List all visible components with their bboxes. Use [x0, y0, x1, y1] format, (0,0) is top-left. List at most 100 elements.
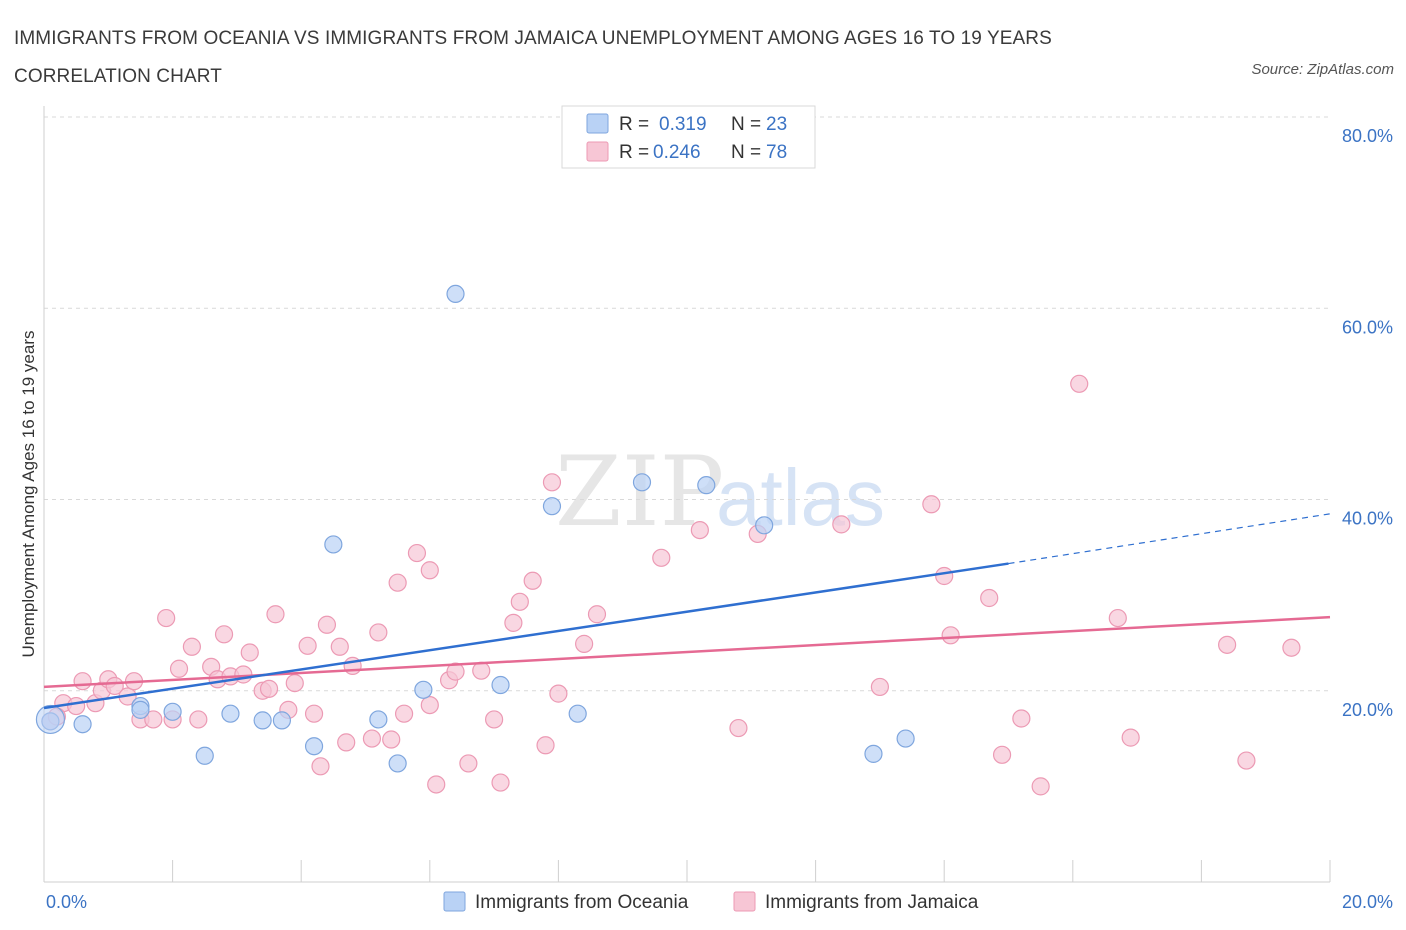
jamaica-point — [182, 637, 201, 656]
oceania-point — [131, 700, 150, 719]
series-oceania — [35, 284, 915, 773]
oceania-point — [632, 473, 652, 492]
jamaica-point — [67, 696, 86, 716]
cluster-point — [35, 704, 66, 735]
oceania-point — [388, 754, 407, 773]
jamaica-point — [690, 520, 709, 540]
jamaica-point — [1070, 374, 1089, 393]
jamaica-point — [169, 659, 189, 678]
jamaica-point — [536, 736, 555, 755]
oceania-point — [491, 675, 510, 695]
jamaica-point — [1108, 608, 1127, 628]
jamaica-point — [587, 605, 607, 624]
legend-n-value-oceania: 23 — [766, 114, 787, 135]
jamaica-point — [446, 662, 465, 681]
oceania-point — [896, 729, 915, 748]
legend-r-value-oceania: 0.319 — [659, 114, 707, 135]
oceania-point — [304, 737, 324, 756]
legend-r-value-jamaica: 0.246 — [653, 142, 701, 163]
bottom-legend-swatch-oceania — [443, 891, 466, 912]
jamaica-point — [485, 710, 504, 729]
jamaica-point — [1218, 635, 1237, 654]
jamaica-point — [369, 623, 388, 642]
oceania-point — [272, 711, 292, 730]
oceania-trend-line — [43, 562, 1009, 710]
jamaica-point — [388, 573, 407, 592]
y-axis-title: Unemployment Among Ages 16 to 19 years — [19, 331, 38, 658]
jamaica-point — [311, 757, 330, 776]
y-tick-labels: 20.0% 40.0% 60.0% 80.0% — [1342, 126, 1393, 720]
oceania-point — [324, 535, 343, 554]
oceania-point — [542, 497, 562, 516]
jamaica-point — [420, 561, 439, 580]
bottom-legend-label-oceania: Immigrants from Oceania — [475, 892, 689, 913]
jamaica-point — [214, 625, 234, 644]
oceania-point — [253, 711, 272, 730]
oceania-point — [163, 702, 182, 721]
jamaica-point — [523, 571, 542, 590]
jamaica-point — [394, 704, 414, 723]
legend-r-label-jamaica: R = — [619, 142, 649, 163]
jamaica-point — [330, 637, 349, 656]
gridlines — [44, 116, 1330, 692]
jamaica-point — [652, 548, 671, 567]
jamaica-point — [504, 613, 523, 632]
jamaica-point — [337, 733, 356, 752]
jamaica-point — [144, 710, 163, 729]
jamaica-point — [382, 730, 401, 749]
legend-swatch-jamaica — [586, 141, 609, 162]
jamaica-point — [870, 677, 890, 697]
y-tick-label-80: 80.0% — [1342, 126, 1393, 146]
jamaica-point — [234, 665, 253, 684]
legend-swatch-oceania — [586, 113, 609, 134]
jamaica-point — [285, 673, 304, 693]
bottom-legend-label-jamaica: Immigrants from Jamaica — [765, 892, 979, 913]
jamaica-point — [73, 672, 92, 691]
oceania-point — [195, 746, 214, 765]
y-tick-label-40: 40.0% — [1342, 509, 1393, 529]
jamaica-point — [922, 495, 941, 514]
y-tick-label-20: 20.0% — [1342, 700, 1393, 720]
jamaica-point — [298, 636, 317, 655]
oceania-point — [369, 710, 388, 729]
series-legend: Immigrants from Oceania Immigrants from … — [443, 891, 979, 913]
jamaica-point — [832, 515, 851, 534]
oceania-point — [864, 744, 883, 763]
oceania-point — [755, 516, 774, 535]
jamaica-point — [941, 626, 960, 645]
jamaica-point — [510, 592, 529, 611]
legend-n-label-jamaica: N = — [731, 142, 761, 163]
jamaica-point — [1121, 728, 1140, 747]
jamaica-point — [542, 473, 562, 492]
jamaica-point — [1282, 638, 1301, 657]
oceania-point — [697, 476, 716, 495]
jamaica-point — [157, 608, 176, 628]
jamaica-point — [1237, 751, 1256, 770]
correlation-legend: R = 0.319 N = 23 R = 0.246 N = 78 — [561, 105, 816, 169]
x-tick-label-min: 0.0% — [46, 892, 87, 912]
jamaica-point — [420, 695, 439, 715]
oceania-point — [446, 284, 465, 304]
jamaica-point — [240, 643, 259, 662]
x-tick-label-max: 20.0% — [1342, 892, 1393, 912]
source-label: Source: ZipAtlas.com — [1251, 61, 1394, 78]
jamaica-point — [259, 679, 279, 698]
jamaica-point — [491, 773, 510, 792]
jamaica-point — [317, 615, 337, 634]
jamaica-trend-line — [43, 615, 1331, 689]
watermark: ZIP atlas — [555, 436, 885, 548]
jamaica-point — [407, 543, 427, 563]
jamaica-point — [427, 775, 446, 794]
legend-r-label-oceania: R = — [619, 114, 649, 135]
jamaica-point — [992, 745, 1012, 764]
oceania-trend-extension — [1008, 513, 1331, 565]
jamaica-point — [304, 704, 324, 723]
oceania-point — [73, 715, 92, 734]
jamaica-point — [729, 718, 748, 738]
jamaica-point — [980, 588, 999, 608]
jamaica-point — [1031, 777, 1050, 796]
jamaica-point — [362, 729, 382, 748]
jamaica-point — [549, 684, 568, 703]
jamaica-point — [189, 710, 208, 729]
